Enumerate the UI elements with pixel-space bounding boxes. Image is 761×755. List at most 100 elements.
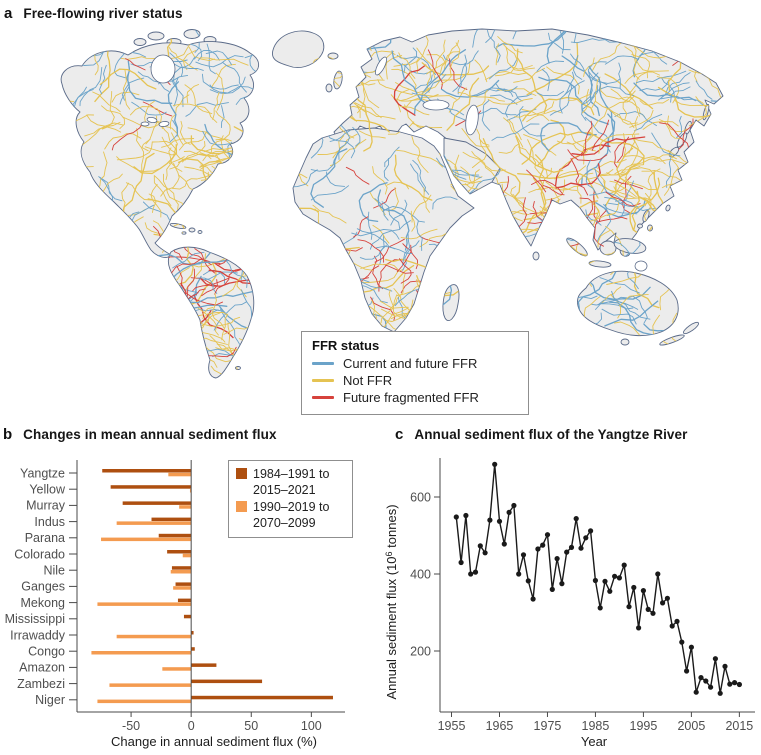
river-line bbox=[593, 95, 636, 128]
river-line bbox=[642, 121, 679, 130]
bar-segment bbox=[97, 602, 192, 606]
data-point bbox=[684, 668, 690, 674]
data-point bbox=[535, 546, 541, 552]
river-line bbox=[209, 84, 256, 94]
category-label: Yellow bbox=[29, 483, 66, 497]
river-line bbox=[153, 175, 172, 207]
river-line bbox=[148, 193, 157, 213]
river-line bbox=[461, 128, 490, 148]
data-point bbox=[703, 678, 709, 684]
data-point bbox=[554, 556, 560, 562]
river-line bbox=[194, 49, 220, 61]
river-line bbox=[160, 162, 180, 197]
river-line bbox=[351, 232, 396, 250]
river-line bbox=[352, 126, 361, 147]
x-tick-label: 1975 bbox=[534, 719, 562, 733]
river-line bbox=[79, 66, 103, 107]
ffr-legend: FFR status Current and future FFR Not FF… bbox=[301, 331, 529, 415]
river-line bbox=[213, 301, 248, 331]
river-line bbox=[682, 31, 713, 38]
category-label: Colorado bbox=[14, 547, 65, 561]
river-line bbox=[416, 32, 429, 74]
river-line bbox=[327, 89, 354, 104]
river-line bbox=[595, 216, 628, 224]
river-line bbox=[357, 268, 404, 283]
river-line bbox=[518, 146, 549, 179]
river-line bbox=[614, 179, 643, 190]
river-line bbox=[426, 71, 431, 93]
data-point bbox=[698, 675, 704, 681]
bar-segment bbox=[171, 566, 192, 570]
river-line bbox=[673, 197, 684, 229]
river-line bbox=[613, 186, 652, 201]
river-line bbox=[426, 263, 460, 273]
river-line bbox=[214, 239, 245, 254]
river-line bbox=[695, 80, 713, 100]
river-line bbox=[209, 76, 246, 95]
river-line bbox=[399, 93, 439, 102]
river-line bbox=[117, 219, 133, 239]
river-line bbox=[514, 101, 555, 118]
river-line bbox=[221, 313, 229, 341]
river-line bbox=[682, 174, 703, 195]
blue-line-swatch bbox=[312, 362, 334, 365]
river-line bbox=[116, 156, 159, 172]
line-chart-yaxis-title: Annual sediment flux (106 tonnes) bbox=[384, 504, 399, 699]
river-line bbox=[581, 72, 599, 105]
data-point bbox=[463, 512, 469, 519]
river-line bbox=[591, 181, 637, 200]
river-line bbox=[603, 204, 638, 215]
ffr-legend-title: FFR status bbox=[312, 338, 380, 353]
data-point bbox=[530, 596, 536, 602]
river-line bbox=[538, 76, 610, 125]
river-line bbox=[632, 43, 653, 73]
bar-plot: -50 0 50 100 Yangtze Yellow Murray Indus Parana C… bbox=[5, 460, 345, 733]
river-line bbox=[403, 47, 418, 74]
river-line bbox=[193, 294, 234, 339]
river-line bbox=[94, 53, 99, 76]
river-line bbox=[556, 125, 593, 145]
river-line bbox=[707, 34, 723, 67]
river-line bbox=[597, 229, 611, 248]
bar-segment bbox=[158, 533, 192, 538]
river-line bbox=[477, 233, 507, 237]
river-line bbox=[395, 149, 444, 168]
river-line bbox=[183, 244, 212, 266]
x-tick-label: 100 bbox=[301, 719, 322, 733]
river-line bbox=[358, 130, 386, 139]
river-line bbox=[121, 152, 155, 216]
category-label: Zambezi bbox=[17, 677, 65, 691]
river-line bbox=[547, 198, 567, 236]
river-line bbox=[310, 135, 324, 159]
river-line bbox=[388, 289, 410, 323]
river-line bbox=[287, 169, 318, 188]
river-line bbox=[391, 50, 440, 108]
x-tick-label: 2005 bbox=[677, 719, 705, 733]
river-line bbox=[710, 100, 723, 131]
river-line bbox=[182, 291, 224, 306]
river-line bbox=[652, 314, 675, 348]
river-line bbox=[385, 55, 403, 80]
data-point bbox=[540, 542, 546, 548]
river-line bbox=[383, 263, 414, 274]
river-line bbox=[427, 49, 444, 89]
river-line bbox=[222, 62, 247, 93]
river-line bbox=[411, 194, 432, 223]
river-line bbox=[168, 132, 178, 164]
data-point bbox=[712, 656, 718, 662]
legend-item-current-ffr: Current and future FFR bbox=[312, 356, 518, 371]
river-line bbox=[377, 79, 413, 96]
river-line bbox=[663, 167, 679, 196]
river-line bbox=[136, 128, 149, 152]
river-line bbox=[447, 164, 482, 184]
river-line bbox=[377, 189, 410, 251]
river-line bbox=[178, 132, 207, 151]
category-label: Niger bbox=[35, 693, 65, 707]
river-line bbox=[498, 143, 520, 154]
river-line bbox=[468, 86, 518, 97]
river-line bbox=[573, 29, 585, 44]
data-point bbox=[501, 541, 507, 547]
river-line bbox=[661, 82, 690, 98]
river-line bbox=[481, 100, 491, 131]
